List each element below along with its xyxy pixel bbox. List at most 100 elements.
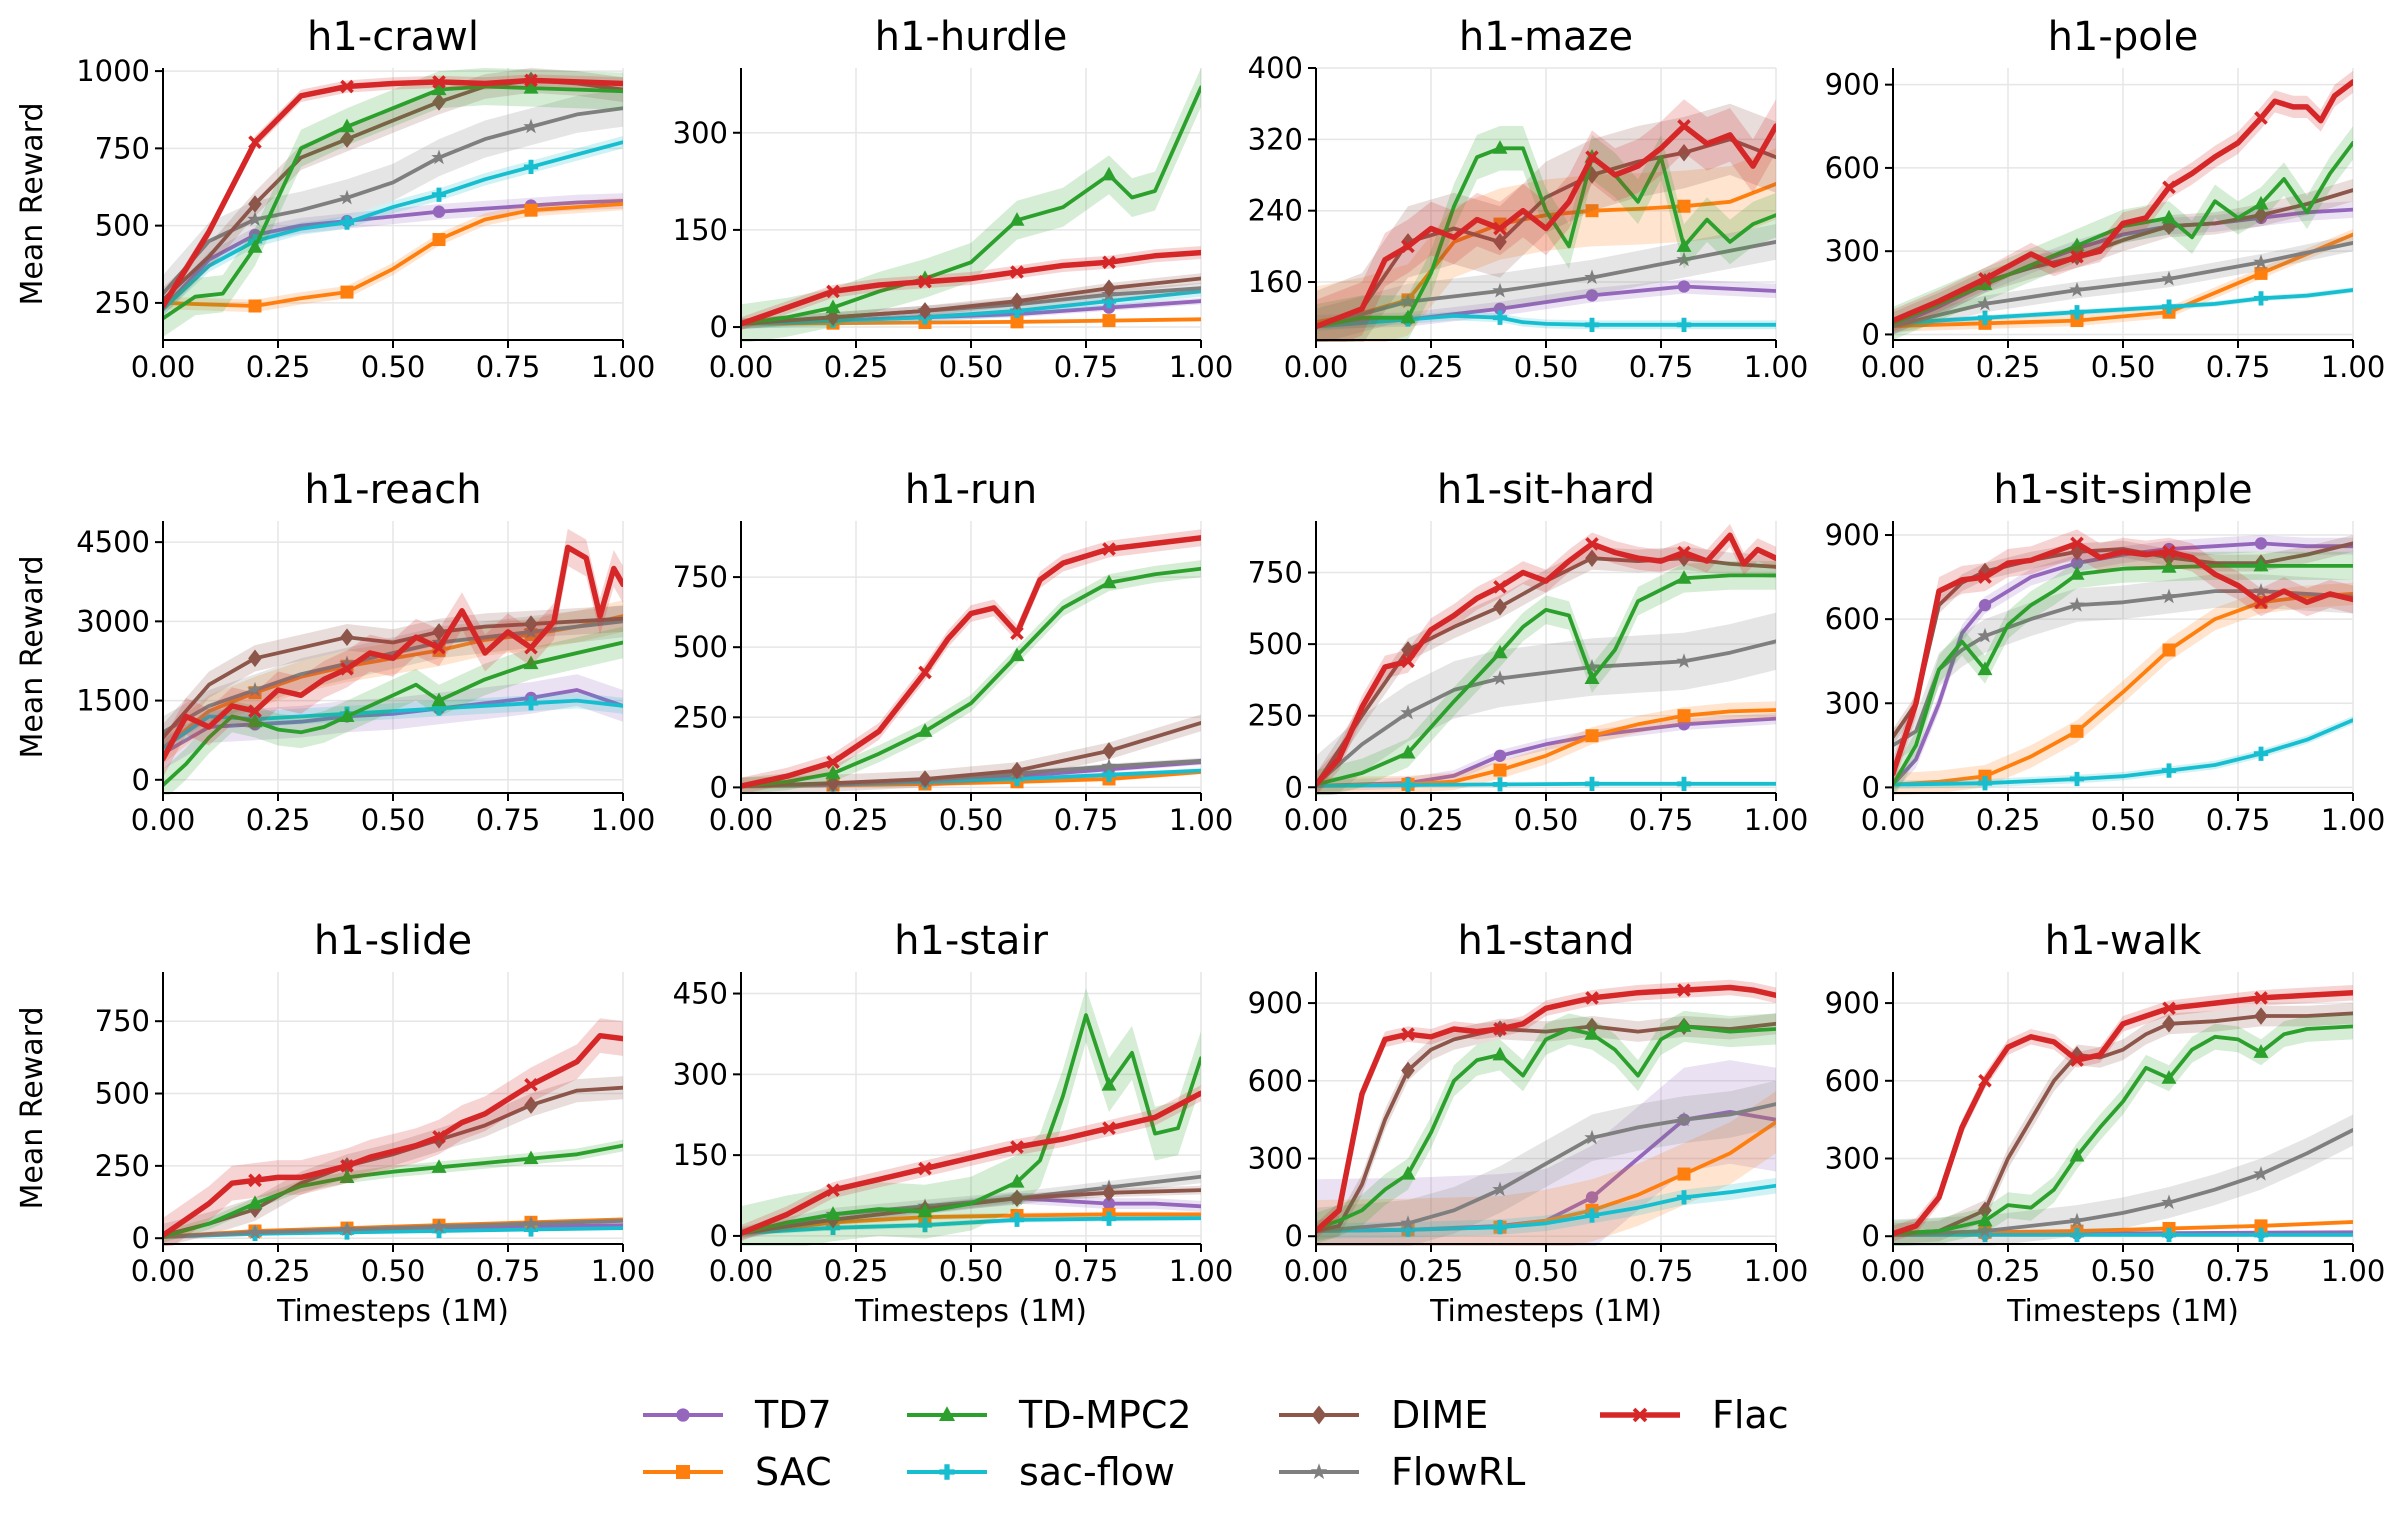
series-line-td-mpc2 [1893,1024,2353,1236]
series-flowrl [1893,234,2353,335]
marker-td-mpc2 [1977,661,1993,676]
x-tick-label: 1.00 [2321,350,2386,384]
marker-flac [1010,265,1024,279]
x-tick-label: 0.00 [131,1254,196,1288]
confidence-band-td-mpc2 [163,626,623,795]
marker-flac [1677,545,1691,560]
series-group [741,529,1201,795]
legend-label: DIME [1391,1393,1488,1437]
marker-flowrl [2069,597,2085,612]
confidence-band-td7 [1316,1060,1776,1246]
confidence-band-flac [741,529,1201,795]
x-tick-label: 0.75 [476,350,541,384]
series-flowrl [163,1215,623,1240]
y-tick-label: 160 [1248,265,1303,299]
marker-td-mpc2 [431,1159,447,1173]
y-tick-label: 0 [1862,317,1880,351]
series-line-dime [1316,137,1776,329]
marker-dime [340,130,354,148]
y-tick-label: 300 [1825,234,1880,268]
series-flac [741,246,1201,331]
marker-flowrl [1584,269,1600,285]
series-line-flowrl [1316,639,1776,787]
marker-sac [1677,1167,1691,1181]
marker-td-mpc2 [917,1203,933,1218]
x-tick-label: 0.75 [2206,350,2271,384]
subplot-h1-slide: 0.00 0.25 0.50 0.75 1.00 0 250 500 750 h1-slide Me… [15,918,655,1329]
x-tick-label: 0.75 [2206,803,2271,837]
confidence-band-td-mpc2 [741,68,1201,342]
x-tick-label: 0.50 [1514,350,1579,384]
marker-sac [2254,266,2268,280]
x-tick-label: 0.00 [709,1254,774,1288]
series-sac-flow [1893,715,2353,791]
marker-td-mpc2 [1009,1173,1025,1188]
y-tick-label: 0 [1862,1219,1880,1253]
x-tick-label: 0.75 [1629,1254,1694,1288]
series-line-td-mpc2 [741,566,1201,788]
marker-dime [918,302,932,320]
y-tick-label: 0 [710,1219,728,1253]
marker-dime [1493,233,1507,251]
marker-flac [2070,1053,2084,1067]
marker-dime [432,93,446,111]
marker-td-mpc2 [2161,209,2177,224]
marker-dime [1102,1184,1116,1202]
confidence-band-sac [1316,1091,1776,1246]
marker-flowrl [1492,1181,1508,1197]
confidence-band-flac [163,528,623,778]
legend-entry-sac: SAC [643,1450,832,1494]
marker-td-mpc2 [1676,238,1692,252]
x-tick-label: 0.25 [824,803,889,837]
series-line-td7 [163,199,623,311]
marker-flowrl [1101,758,1117,773]
marker-sac [248,299,262,313]
legend-marker-flowrl [1310,1463,1328,1480]
y-tick-label: 150 [673,1138,728,1172]
legend-marker-sac [676,1465,690,1479]
y-tick-label: 300 [1825,686,1880,720]
x-tick-label: 0.50 [2091,1254,2156,1288]
y-tick-label: 300 [673,116,728,150]
x-tick-label: 0.75 [1629,803,1694,837]
series-line-td-mpc2 [1316,146,1776,329]
confidence-band-flowrl [163,605,623,749]
subplot-title: h1-sit-simple [1993,467,2252,513]
legend-label: Flac [1712,1393,1789,1437]
series-line-flowrl [1893,241,2353,328]
series-td-mpc2 [1316,1010,1776,1244]
series-line-flac [163,544,623,762]
confidence-band-flowrl [1893,1114,2353,1246]
marker-flowrl [1400,704,1416,720]
series-dime [163,605,623,751]
legend-entry-sac-flow: sac-flow [907,1450,1175,1494]
y-tick-label: 450 [673,977,728,1011]
marker-dime [1010,292,1024,310]
marker-flac [1493,1022,1507,1036]
series-line-sac [163,202,623,308]
y-tick-label: 0 [1285,770,1303,804]
marker-td-mpc2 [523,1150,539,1165]
y-axis-label: Mean Reward [15,1007,50,1210]
x-tick-label: 0.25 [1976,803,2041,837]
marker-td-mpc2 [339,1169,355,1183]
series-dime [741,273,1201,329]
marker-sac [2070,724,2084,738]
series-group [163,1018,623,1246]
marker-td-mpc2 [1009,647,1025,662]
x-tick-label: 0.50 [939,350,1004,384]
series-line-td-mpc2 [1893,564,2353,787]
y-tick-label: 1500 [76,684,150,718]
series-line-sac-flow [1316,781,1776,788]
marker-dime [2254,206,2268,224]
subplot-title: h1-pole [2048,14,2199,60]
series-line-sac-flow [1316,314,1776,329]
marker-td-mpc2 [1977,1212,1993,1227]
series-td-mpc2 [1893,551,2353,795]
y-tick-label: 4500 [76,525,150,559]
marker-td-mpc2 [1101,1076,1117,1091]
legend-label: FlowRL [1391,1450,1525,1494]
marker-dime [248,649,262,668]
marker-sac-flow [1492,310,1508,325]
series-line-td-mpc2 [163,640,623,787]
